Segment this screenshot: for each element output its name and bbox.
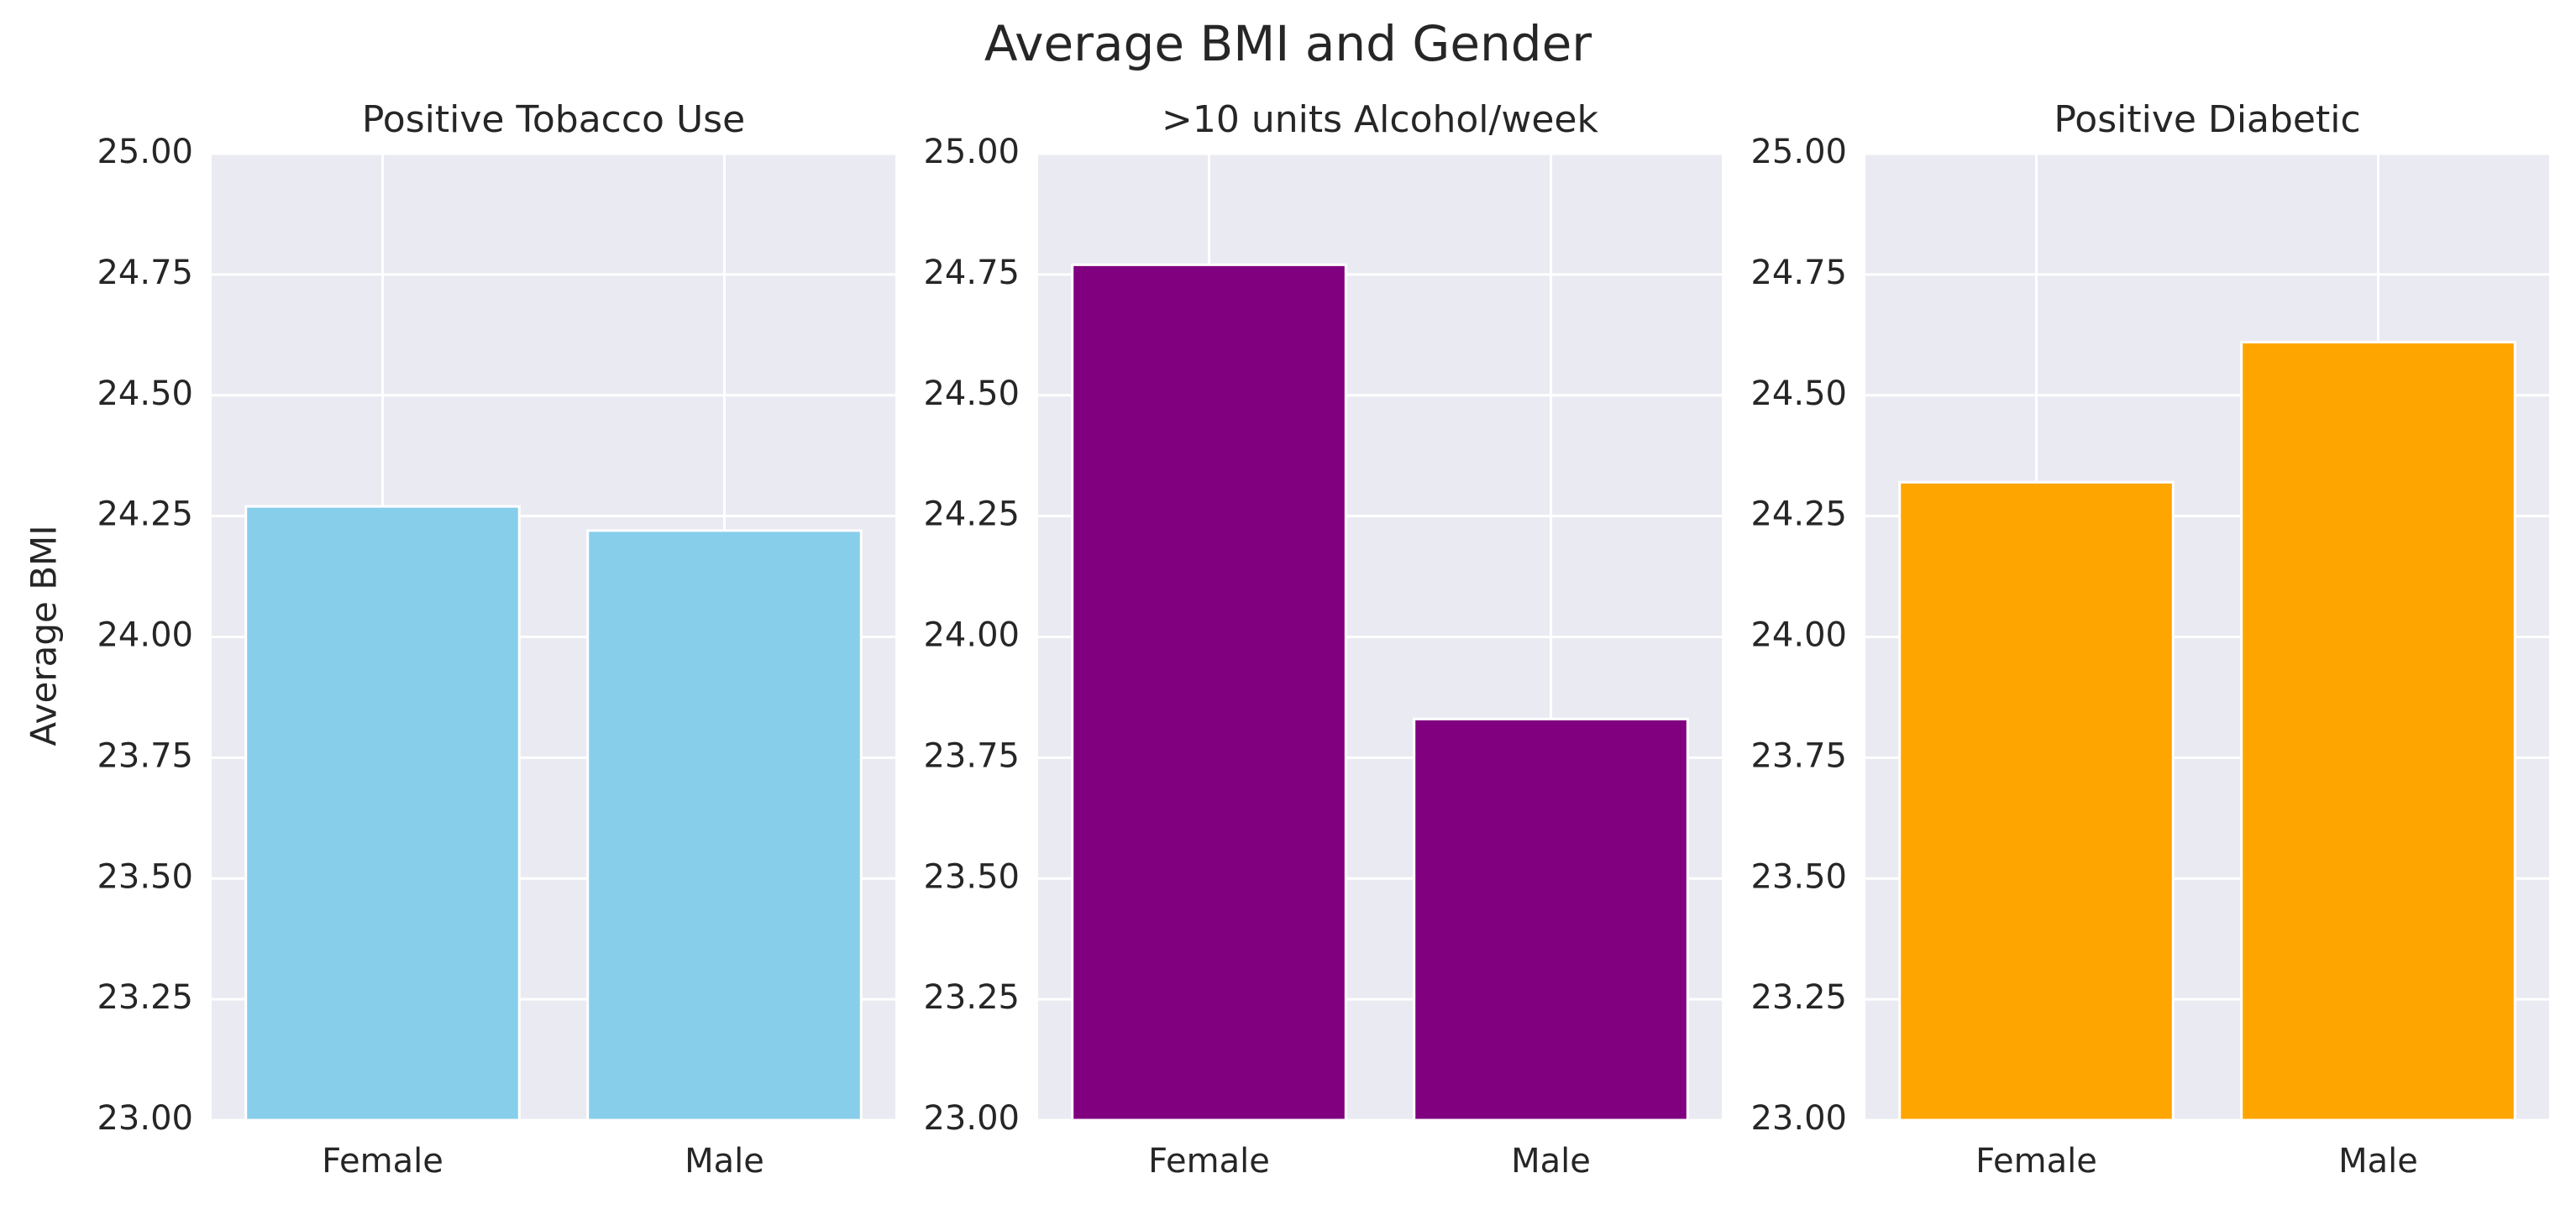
alcohol-y-tick-label: 24.25 (923, 495, 1020, 534)
tobacco-bar-female (244, 505, 521, 1122)
diabetic-subplot-title: Positive Diabetic (2054, 98, 2360, 141)
alcohol-x-tick-label: Male (1511, 1142, 1591, 1181)
tobacco-y-tick-label: 24.25 (97, 495, 193, 534)
diabetic-y-tick-label: 24.00 (1750, 616, 1847, 655)
diabetic-y-tick-label: 24.75 (1750, 254, 1847, 292)
diabetic-y-tick-label: 24.25 (1750, 495, 1847, 534)
tobacco-y-tick-label: 23.00 (97, 1099, 193, 1138)
tobacco-y-tick-label: 24.75 (97, 254, 193, 292)
tobacco-y-tick-label: 23.75 (97, 736, 193, 775)
diabetic-bar-female (1898, 480, 2175, 1122)
alcohol-y-tick-label: 24.00 (923, 616, 1020, 655)
alcohol-y-tick-label: 23.25 (923, 978, 1020, 1017)
diabetic-y-tick-label: 23.25 (1750, 978, 1847, 1017)
alcohol-x-tick-label: Female (1148, 1142, 1270, 1181)
alcohol-y-tick-label: 23.75 (923, 736, 1020, 775)
figure-title: Average BMI and Gender (984, 15, 1592, 72)
diabetic-y-tick-label: 24.50 (1750, 374, 1847, 413)
tobacco-y-tick-label: 24.50 (97, 374, 193, 413)
tobacco-subplot-title: Positive Tobacco Use (362, 98, 745, 141)
alcohol-y-tick-label: 23.50 (923, 857, 1020, 896)
alcohol-y-tick-label: 25.00 (923, 133, 1020, 171)
alcohol-y-tick-label: 23.00 (923, 1099, 1020, 1138)
diabetic-bar-male (2240, 340, 2516, 1122)
diabetic-y-tick-label: 23.75 (1750, 736, 1847, 775)
tobacco-bar-male (586, 529, 863, 1122)
tobacco-x-tick-label: Female (322, 1142, 443, 1181)
alcohol-y-tick-label: 24.50 (923, 374, 1020, 413)
diabetic-y-tick-label: 23.00 (1750, 1099, 1847, 1138)
alcohol-y-tick-label: 24.75 (923, 254, 1020, 292)
diabetic-y-tick-label: 25.00 (1750, 133, 1847, 171)
alcohol-subplot-title: >10 units Alcohol/week (1162, 98, 1598, 141)
alcohol-bar-female (1071, 263, 1347, 1122)
tobacco-y-tick-label: 25.00 (97, 133, 193, 171)
tobacco-x-tick-label: Male (685, 1142, 764, 1181)
alcohol-bar-male (1413, 717, 1689, 1122)
diabetic-y-tick-label: 23.50 (1750, 857, 1847, 896)
diabetic-x-tick-label: Male (2338, 1142, 2418, 1181)
tobacco-y-tick-label: 23.25 (97, 978, 193, 1017)
diabetic-x-tick-label: Female (1975, 1142, 2097, 1181)
tobacco-y-tick-label: 23.50 (97, 857, 193, 896)
tobacco-y-tick-label: 24.00 (97, 616, 193, 655)
